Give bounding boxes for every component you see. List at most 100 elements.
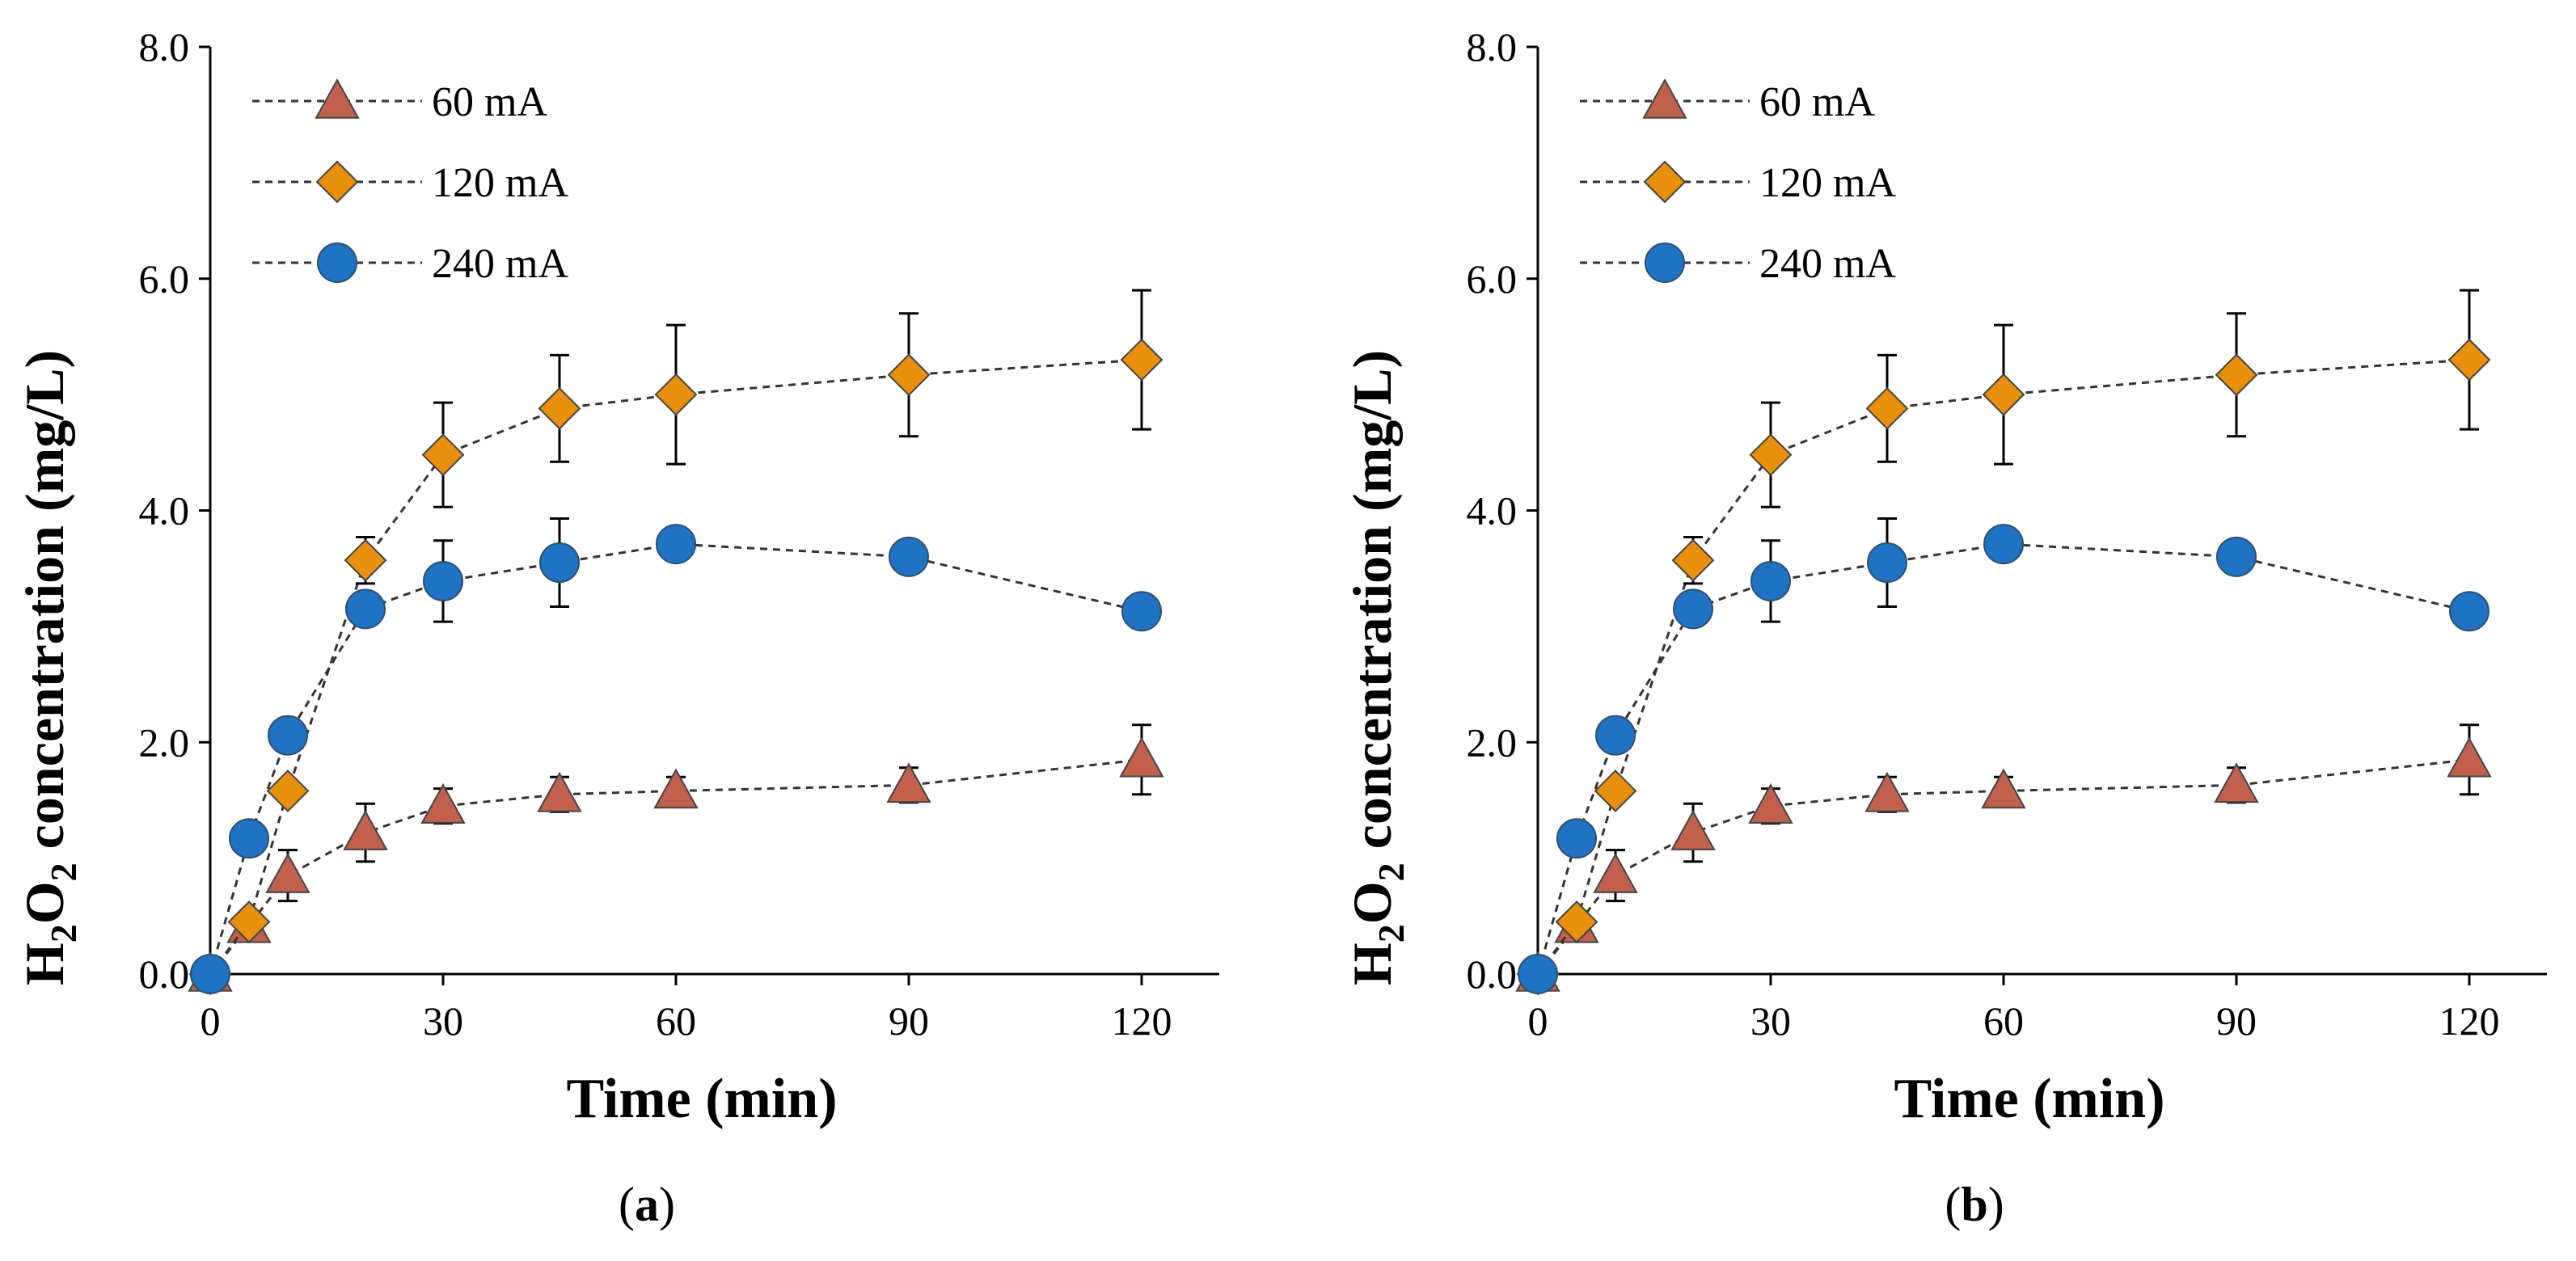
legend-marker [315, 160, 359, 204]
x-axis-title: Time (min) [566, 1068, 837, 1130]
x-tick-label: 120 [1112, 998, 1172, 1044]
data-point [1867, 542, 1907, 584]
data-point [2447, 736, 2492, 778]
x-axis-title: Time (min) [1894, 1068, 2164, 1130]
data-point [423, 560, 463, 601]
data-point [266, 770, 310, 812]
series-line [1536, 758, 2470, 975]
legend-marker [317, 242, 357, 283]
data-point [268, 715, 308, 756]
data-point [1670, 810, 1716, 850]
legend-label: 240 mA [432, 241, 568, 287]
series-240-ma [1518, 517, 2489, 994]
data-point [1982, 373, 2025, 416]
legend-marker [1642, 78, 1687, 119]
data-point [1983, 524, 2024, 565]
x-tick-label: 90 [889, 998, 929, 1044]
data-point [2449, 591, 2489, 632]
x-tick-label: 30 [1750, 998, 1791, 1044]
y-tick-label: 2.0 [1467, 719, 1518, 765]
legend-marker [315, 78, 360, 119]
data-point [887, 353, 931, 397]
panel-a-y-axis-title: H2O2 concentration (mg/L) [14, 350, 84, 985]
data-point [1593, 853, 1638, 893]
data-point [1121, 591, 1162, 632]
data-point [2215, 353, 2258, 397]
data-point [344, 538, 387, 582]
data-point [2447, 338, 2491, 382]
data-point [229, 818, 269, 859]
series-240-ma [190, 517, 1162, 994]
data-point [1555, 900, 1598, 943]
y-axis-title: H2O2 concentration (mg/L) [14, 350, 84, 985]
legend-label: 120 mA [1759, 160, 1896, 206]
y-tick-label: 4.0 [139, 488, 190, 534]
data-point [1594, 770, 1637, 812]
legend: 60 mA 120 mA 240 mA [252, 78, 568, 287]
panel-a-plot-area: 0.0 2.0 4.0 6.0 8.0 0 30 60 90 120 60 mA 120 mA 240 … [139, 24, 1219, 1044]
data-point [1749, 433, 1793, 477]
legend-label: 60 mA [432, 79, 547, 125]
data-point [1119, 736, 1164, 778]
y-tick-label: 6.0 [1467, 256, 1518, 302]
y-tick-label: 0.0 [1467, 951, 1518, 997]
x-tick-label: 90 [2216, 998, 2257, 1044]
data-point [539, 542, 580, 584]
legend: 60 mA 120 mA 240 mA [1580, 78, 1896, 287]
data-point [886, 762, 931, 803]
data-point [1673, 588, 1713, 630]
x-tick-label: 120 [2439, 998, 2500, 1044]
data-point [343, 810, 388, 850]
y-tick-label: 2.0 [139, 719, 190, 765]
y-tick-label: 6.0 [139, 256, 190, 302]
legend-marker [1645, 242, 1685, 283]
panel-b: 0.0 2.0 4.0 6.0 8.0 0 30 60 90 120 60 mA 120 mA 240 … [1341, 24, 2547, 1231]
panel-label-b: (b) [1945, 1178, 2004, 1231]
data-point [227, 900, 271, 943]
data-point [1518, 954, 1558, 994]
data-point [2216, 536, 2257, 577]
y-axis-title: H2O2 concentration (mg/L) [1341, 350, 1412, 985]
data-point [1864, 771, 1910, 812]
panel-b-y-axis-title: H2O2 concentration (mg/L) [1341, 350, 1412, 985]
panel-a: 0.0 2.0 4.0 6.0 8.0 0 30 60 90 120 60 mA 120 mA 240 … [14, 24, 1219, 1231]
data-point [1748, 783, 1793, 824]
data-point [1865, 386, 1909, 430]
series-120-ma [188, 289, 1163, 996]
data-point [653, 768, 699, 809]
legend-marker [1643, 160, 1687, 204]
data-point [1981, 768, 2026, 809]
series-120-ma [1516, 289, 2491, 996]
data-point [1595, 715, 1636, 756]
series-60-ma [188, 723, 1164, 992]
legend-label: 240 mA [1759, 241, 1896, 287]
data-point [538, 386, 581, 430]
data-point [2214, 762, 2259, 803]
y-tick-label: 8.0 [139, 24, 190, 70]
data-point [889, 536, 929, 577]
data-point [537, 771, 582, 812]
data-point [420, 783, 466, 824]
panel-b-plot-area: 0.0 2.0 4.0 6.0 8.0 0 30 60 90 120 60 mA 120 mA 240 … [1467, 24, 2547, 1044]
data-point [1120, 338, 1163, 382]
x-tick-label: 60 [656, 998, 696, 1044]
y-tick-label: 4.0 [1467, 488, 1518, 534]
panel-label-a: (a) [619, 1178, 675, 1231]
legend-label: 120 mA [432, 160, 568, 206]
x-tick-label: 0 [1528, 998, 1548, 1044]
data-point [654, 373, 698, 416]
y-tick-label: 0.0 [139, 951, 190, 997]
series-60-ma [1515, 723, 2492, 992]
legend-label: 60 mA [1759, 79, 1875, 125]
data-point [656, 524, 696, 565]
data-point [1556, 818, 1597, 859]
x-tick-label: 30 [423, 998, 463, 1044]
data-point [1671, 538, 1715, 582]
data-point [345, 588, 386, 630]
x-tick-label: 0 [201, 998, 221, 1044]
data-point [421, 433, 465, 477]
data-point [190, 954, 230, 994]
data-point [265, 853, 310, 893]
series-line [209, 758, 1142, 975]
